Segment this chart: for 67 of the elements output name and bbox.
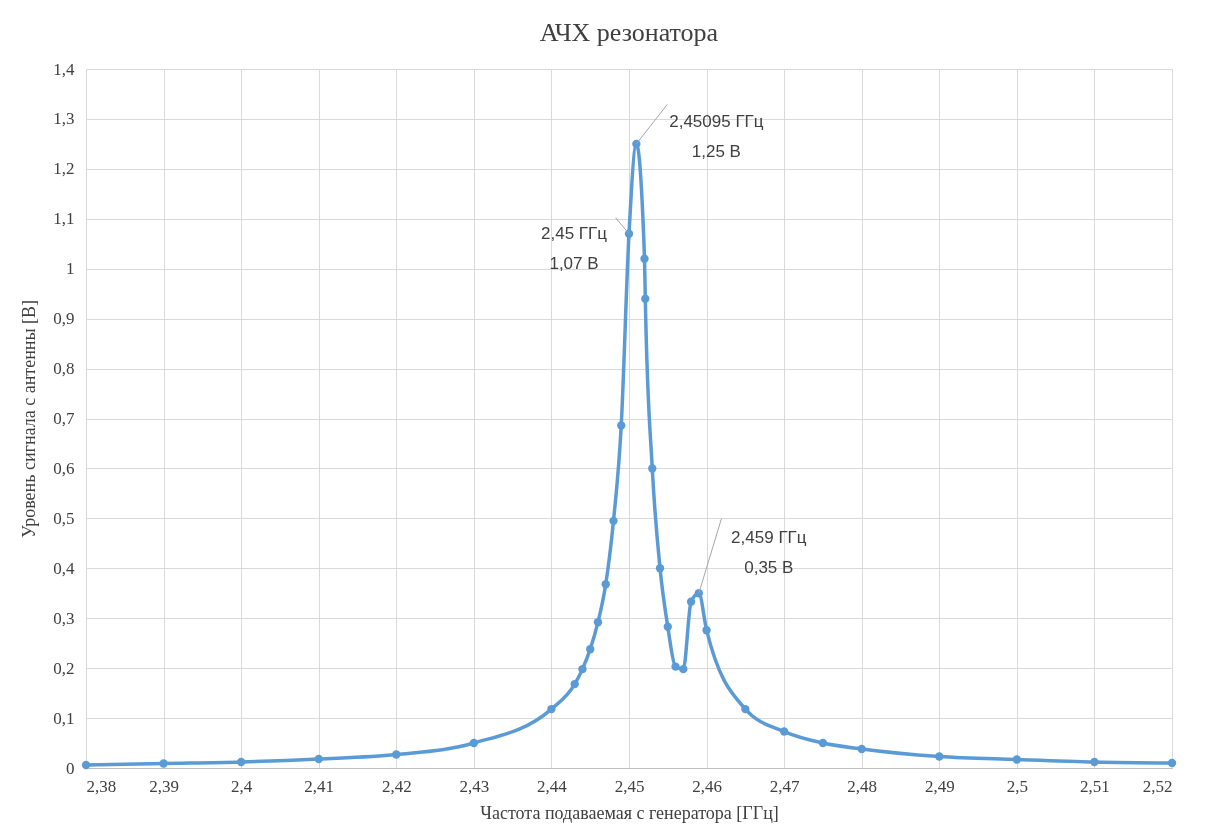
point: [236, 757, 246, 767]
y-tick-label: 0: [66, 758, 75, 778]
x-tick-label: 2,49: [924, 776, 955, 796]
point: [818, 738, 828, 748]
point: [547, 704, 556, 714]
y-tick-label: 1,1: [53, 209, 75, 229]
y-tick-label: 0,5: [53, 508, 75, 528]
point: [686, 597, 696, 606]
point: [1167, 758, 1177, 768]
point: [1090, 757, 1099, 767]
y-tick-label: 1: [66, 259, 75, 279]
y-tick-label: 0,3: [53, 608, 75, 628]
annotation: 2,45095 ГГц 1,25 В: [669, 111, 764, 161]
y-tick-label: 0,2: [53, 658, 75, 678]
x-tick-label: 2,45: [614, 776, 645, 796]
point: [159, 759, 168, 768]
y-tick-label: 0,8: [53, 359, 75, 379]
point: [601, 580, 610, 589]
x-tick-label: 2,44: [537, 776, 568, 796]
chart-title: АЧХ резонатора: [539, 18, 719, 47]
y-tick-label: 1,4: [53, 59, 75, 79]
point: [702, 626, 711, 635]
point: [671, 662, 680, 671]
x-tick-label: 2,48: [847, 776, 878, 796]
x-tick-label: 2,43: [459, 776, 490, 796]
point: [655, 564, 665, 573]
x-tick-label: 2,39: [149, 776, 179, 796]
point: [741, 704, 750, 714]
point: [1012, 755, 1022, 764]
x-tick-label: 2,52: [1142, 776, 1173, 796]
point: [469, 738, 479, 748]
point: [640, 254, 649, 263]
y-tick-label: 1,2: [53, 159, 75, 179]
point: [578, 664, 587, 674]
point: [314, 754, 323, 764]
y-tick-label: 0,1: [53, 708, 75, 728]
x-tick-label: 2,51: [1080, 776, 1110, 796]
y-tick-label: 0,6: [53, 458, 75, 478]
point: [935, 752, 944, 761]
x-tick-label: 2,4: [231, 776, 253, 796]
annotation: 2,459 ГГц 0,35 В: [731, 528, 807, 578]
y-tick-label: 0,7: [53, 409, 75, 428]
x-tick-label: 2,47: [769, 776, 801, 796]
point: [641, 294, 650, 303]
point: [586, 645, 595, 654]
point: [609, 516, 618, 526]
x-tick-label: 2,5: [1006, 776, 1028, 796]
point: [648, 464, 657, 473]
x-tick-label: 2,41: [304, 776, 335, 796]
y-tick-label: 0,9: [53, 309, 75, 329]
point: [81, 760, 91, 770]
point: [857, 744, 866, 754]
point: [663, 622, 672, 631]
point: [679, 664, 688, 674]
y-tick-label: 0,4: [53, 558, 75, 578]
x-axis-title: Частота подаваемая с генератора [ГГц]: [480, 802, 779, 823]
point: [570, 679, 579, 689]
point: [779, 727, 789, 736]
point: [593, 618, 603, 627]
x-tick-label: 2,38: [86, 776, 117, 796]
x-tick-label: 2,42: [381, 776, 412, 796]
y-axis-title: Уровень сигнала с антенны [В]: [19, 300, 40, 538]
annotation: 2,45 ГГц 1,07 В: [541, 223, 608, 273]
x-tick-label: 2,46: [692, 776, 722, 796]
point: [617, 421, 626, 430]
point: [392, 750, 401, 759]
y-tick-label: 1,3: [53, 109, 75, 129]
